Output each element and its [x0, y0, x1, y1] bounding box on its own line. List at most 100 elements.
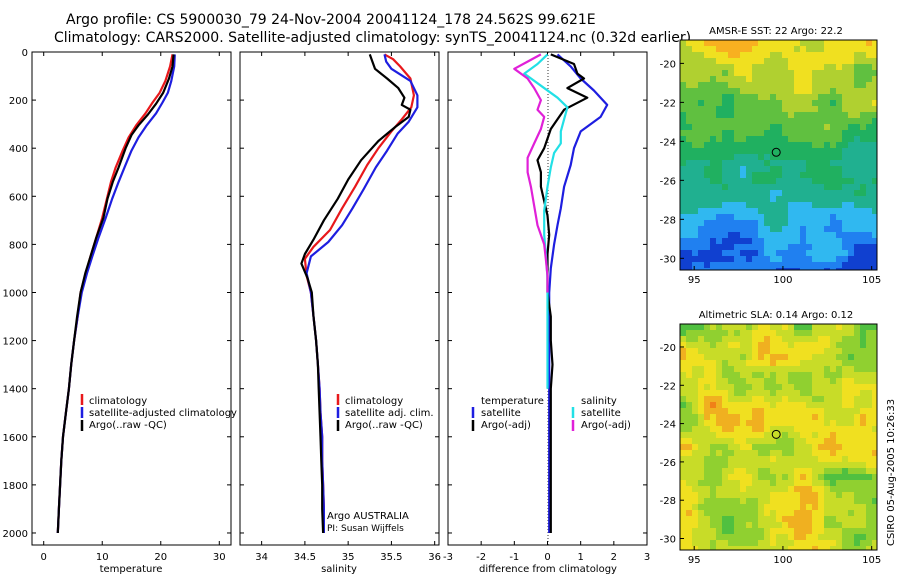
map-cell: [860, 136, 866, 142]
map-cell: [710, 402, 716, 408]
map-cell: [776, 504, 782, 510]
map-cell: [818, 160, 824, 166]
map-cell: [752, 480, 758, 486]
map-cell: [680, 330, 686, 336]
map-cell: [866, 154, 872, 160]
map-cell: [770, 396, 776, 402]
map-cell: [764, 486, 770, 492]
map-cell: [680, 52, 686, 58]
map-cell: [758, 330, 764, 336]
map-cell: [800, 450, 806, 456]
map-cell: [764, 498, 770, 504]
map-cell: [866, 510, 872, 516]
map-cell: [752, 208, 758, 214]
map-cell: [740, 226, 746, 232]
map-cell: [812, 510, 818, 516]
map-cell: [734, 522, 740, 528]
map-cell: [836, 244, 842, 250]
map-cell: [800, 378, 806, 384]
map-cell: [710, 342, 716, 348]
map-cell: [710, 486, 716, 492]
map-cell: [716, 226, 722, 232]
series-line-argo-raw-qc-: [300, 54, 412, 534]
map-cell: [842, 130, 848, 136]
map-cell: [866, 330, 872, 336]
map-cell: [782, 480, 788, 486]
map-cell: [776, 40, 782, 46]
map-cell: [818, 172, 824, 178]
map-cell: [866, 546, 872, 550]
map-cell: [728, 546, 734, 550]
map-cell: [824, 396, 830, 402]
map-cell: [818, 244, 824, 250]
map-cell: [842, 232, 848, 238]
map-cell: [830, 336, 836, 342]
difference-legend: temperature satellite Argo(-adj) salinit…: [471, 396, 631, 431]
map-cell: [698, 250, 704, 256]
map-cell: [788, 450, 794, 456]
map-cell: [758, 88, 764, 94]
map-cell: [818, 106, 824, 112]
map-cell: [806, 462, 812, 468]
map-cell: [788, 244, 794, 250]
map-cell: [818, 396, 824, 402]
map-cell: [830, 160, 836, 166]
map-cell: [752, 154, 758, 160]
map-cell: [854, 46, 860, 52]
map-cell: [854, 546, 860, 550]
map-cell: [794, 330, 800, 336]
map-cell: [698, 88, 704, 94]
map-cell: [752, 142, 758, 148]
legend-title-salinity: salinity: [581, 396, 617, 407]
map-cell: [686, 360, 692, 366]
map-cell: [866, 88, 872, 94]
map-cell: [830, 88, 836, 94]
map-cell: [824, 336, 830, 342]
map-cell: [806, 238, 812, 244]
map-cell: [758, 408, 764, 414]
map-cell: [860, 58, 866, 64]
map-cell: [800, 462, 806, 468]
map-cell: [842, 462, 848, 468]
map-cell: [824, 354, 830, 360]
map-cell: [776, 238, 782, 244]
map-cell: [740, 262, 746, 268]
map-cell: [740, 372, 746, 378]
map-cell: [824, 360, 830, 366]
map-cell: [848, 510, 854, 516]
map-cell: [782, 354, 788, 360]
map-cell: [770, 366, 776, 372]
map-cell: [872, 52, 877, 58]
map-cell: [680, 214, 686, 220]
map-cell: [740, 402, 746, 408]
map-cell: [836, 366, 842, 372]
map-cell: [680, 124, 686, 130]
map-cell: [752, 130, 758, 136]
map-cell: [830, 540, 836, 546]
map-cell: [866, 238, 872, 244]
salinity-legend: climatology satellite adj. clim. Argo(..…: [336, 394, 434, 431]
map-cell: [776, 516, 782, 522]
map-cell: [764, 268, 770, 270]
map-cell: [848, 402, 854, 408]
map-cell: [728, 160, 734, 166]
map-y-tick-label: -28: [660, 215, 676, 226]
map-cell: [740, 438, 746, 444]
map-cell: [722, 232, 728, 238]
map-cell: [788, 342, 794, 348]
map-cell: [722, 244, 728, 250]
map-cell: [818, 124, 824, 130]
map-cell: [812, 208, 818, 214]
map-cell: [806, 76, 812, 82]
map-cell: [800, 160, 806, 166]
map-cell: [812, 330, 818, 336]
map-cell: [758, 390, 764, 396]
map-cell: [758, 468, 764, 474]
map-cell: [680, 166, 686, 172]
map-cell: [734, 444, 740, 450]
map-cell: [758, 64, 764, 70]
map-cell: [800, 88, 806, 94]
map-cell: [836, 396, 842, 402]
map-cell: [686, 184, 692, 190]
map-cell: [764, 262, 770, 268]
